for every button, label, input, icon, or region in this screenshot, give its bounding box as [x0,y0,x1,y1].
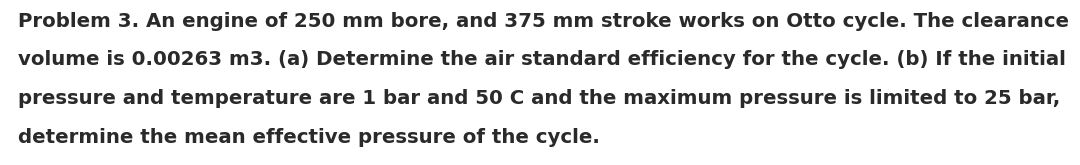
Text: pressure and temperature are 1 bar and 50 C and the maximum pressure is limited : pressure and temperature are 1 bar and 5… [18,89,1061,108]
Text: volume is 0.00263 m3. (a) Determine the air standard efficiency for the cycle. (: volume is 0.00263 m3. (a) Determine the … [18,50,1066,69]
Text: determine the mean effective pressure of the cycle.: determine the mean effective pressure of… [18,128,600,147]
Text: Problem 3. An engine of 250 mm bore, and 375 mm stroke works on Otto cycle. The : Problem 3. An engine of 250 mm bore, and… [18,12,1069,31]
